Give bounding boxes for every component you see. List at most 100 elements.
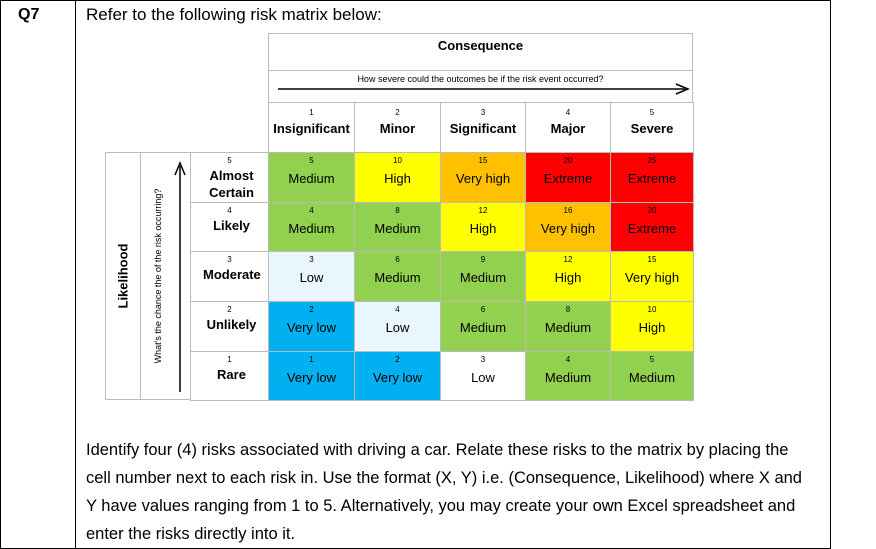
column-label: Insignificant bbox=[273, 121, 350, 136]
row-header: 4 Likely bbox=[190, 202, 269, 252]
cell-score: 4 bbox=[565, 355, 571, 364]
cell-score: 2 bbox=[395, 355, 400, 364]
matrix-cell: 9 Medium bbox=[440, 251, 526, 302]
cell-score: 9 bbox=[480, 255, 486, 264]
column-label: Major bbox=[550, 121, 586, 136]
cell-rating: Very low bbox=[286, 320, 337, 335]
cell-rating: Extreme bbox=[627, 221, 677, 236]
cell-score: 10 bbox=[647, 305, 657, 314]
cell-rating: Medium bbox=[544, 320, 592, 335]
cell-rating: Very high bbox=[624, 270, 680, 285]
cell-score: 8 bbox=[395, 206, 400, 215]
row-header: 5 Almost Certain bbox=[190, 152, 269, 203]
instructions: Identify four (4) risks associated with … bbox=[86, 441, 802, 543]
cell-score: 20 bbox=[563, 156, 573, 165]
column-header: 5 Severe bbox=[610, 102, 694, 153]
cell-rating: Very high bbox=[540, 221, 596, 236]
column-header: 4 Major bbox=[525, 102, 611, 153]
row-level: 5 bbox=[227, 156, 232, 165]
cell-rating: Very low bbox=[286, 370, 337, 385]
matrix-cell: 8 Medium bbox=[525, 301, 611, 352]
matrix-cell: 4 Medium bbox=[525, 351, 611, 401]
cell-rating: Low bbox=[385, 320, 410, 335]
cell-score: 8 bbox=[565, 305, 571, 314]
matrix-cell: 5 Medium bbox=[610, 351, 694, 401]
matrix-cell: 3 Low bbox=[268, 251, 355, 302]
matrix-cell: 6 Medium bbox=[440, 301, 526, 352]
intro: Refer to the following risk matrix below… bbox=[86, 5, 382, 24]
matrix-cell: 20 Extreme bbox=[610, 202, 694, 252]
cell-score: 10 bbox=[393, 156, 402, 165]
cell-score: 4 bbox=[395, 305, 400, 314]
column-header: 3 Significant bbox=[440, 102, 526, 153]
cell-score: 25 bbox=[647, 156, 657, 165]
column-header: 1 Insignificant bbox=[268, 102, 355, 153]
cell-score: 6 bbox=[395, 255, 400, 264]
matrix-cell: 3 Low bbox=[440, 351, 526, 401]
arrowhead bbox=[675, 83, 690, 95]
likelihood-subtitle-cell bbox=[140, 152, 191, 400]
matrix-cell: 2 Very low bbox=[354, 351, 441, 401]
cell-score: 15 bbox=[647, 255, 657, 264]
cell-score: 3 bbox=[480, 355, 486, 364]
row-header: 1 Rare bbox=[190, 351, 269, 401]
matrix-cell: 15 Very high bbox=[610, 251, 694, 302]
row-header: 2 Unlikely bbox=[190, 301, 269, 352]
row-label: Unlikely bbox=[206, 317, 257, 332]
matrix-cell: 20 Extreme bbox=[525, 152, 611, 203]
row-level: 3 bbox=[227, 255, 232, 264]
row-label: Almost Certain bbox=[209, 168, 254, 200]
row-level: 1 bbox=[227, 355, 232, 364]
row-label: Likely bbox=[213, 218, 250, 233]
column-level: 1 bbox=[309, 108, 314, 117]
row-level: 4 bbox=[227, 206, 232, 215]
cell-rating: Medium bbox=[459, 270, 507, 285]
matrix-cell: 6 Medium bbox=[354, 251, 441, 302]
cell-score: 12 bbox=[478, 206, 488, 215]
cell-rating: Medium bbox=[288, 221, 335, 236]
cell-score: 3 bbox=[309, 255, 314, 264]
matrix-cell: 12 High bbox=[525, 251, 611, 302]
matrix-cell: 16 Very high bbox=[525, 202, 611, 252]
row-header: 3 Moderate bbox=[190, 251, 269, 302]
cell-score: 6 bbox=[480, 305, 486, 314]
matrix-cell: 2 Very low bbox=[268, 301, 355, 352]
matrix-cell: 4 Low bbox=[354, 301, 441, 352]
cell-rating: Medium bbox=[374, 221, 421, 236]
row-label: Moderate bbox=[203, 267, 261, 282]
row-level: 2 bbox=[227, 305, 232, 314]
cell-score: 20 bbox=[647, 206, 657, 215]
column-label: Severe bbox=[630, 121, 674, 136]
cell-score: 15 bbox=[478, 156, 488, 165]
cell-score: 16 bbox=[563, 206, 573, 215]
likelihood-subtitle: What's the chance the of the risk occurr… bbox=[153, 188, 163, 364]
cell-rating: High bbox=[469, 221, 497, 236]
cell-score: 4 bbox=[309, 206, 314, 215]
matrix-cell: 12 High bbox=[440, 202, 526, 252]
cell-rating: Medium bbox=[544, 370, 592, 385]
cell-rating: Medium bbox=[628, 370, 676, 385]
cell-score: 12 bbox=[563, 255, 573, 264]
matrix-cell: 10 High bbox=[354, 152, 441, 203]
divider bbox=[75, 0, 76, 549]
cell-rating: Medium bbox=[288, 171, 335, 186]
cell-score: 5 bbox=[309, 156, 314, 165]
cell-rating: Very high bbox=[455, 171, 511, 186]
cell-rating: Medium bbox=[459, 320, 507, 335]
column-level: 3 bbox=[480, 108, 486, 117]
column-level: 2 bbox=[395, 108, 400, 117]
cell-rating: Extreme bbox=[543, 171, 593, 186]
row-label: Rare bbox=[217, 367, 246, 382]
matrix-cell: 5 Medium bbox=[268, 152, 355, 203]
cell-score: 2 bbox=[309, 305, 314, 314]
cell-score: 5 bbox=[649, 355, 655, 364]
question-label: Q7 bbox=[18, 6, 40, 23]
cell-rating: Very low bbox=[372, 370, 423, 385]
matrix-cell: 8 Medium bbox=[354, 202, 441, 252]
matrix-cell: 25 Extreme bbox=[610, 152, 694, 203]
cell-rating: Extreme bbox=[627, 171, 677, 186]
arrowhead bbox=[174, 161, 186, 176]
